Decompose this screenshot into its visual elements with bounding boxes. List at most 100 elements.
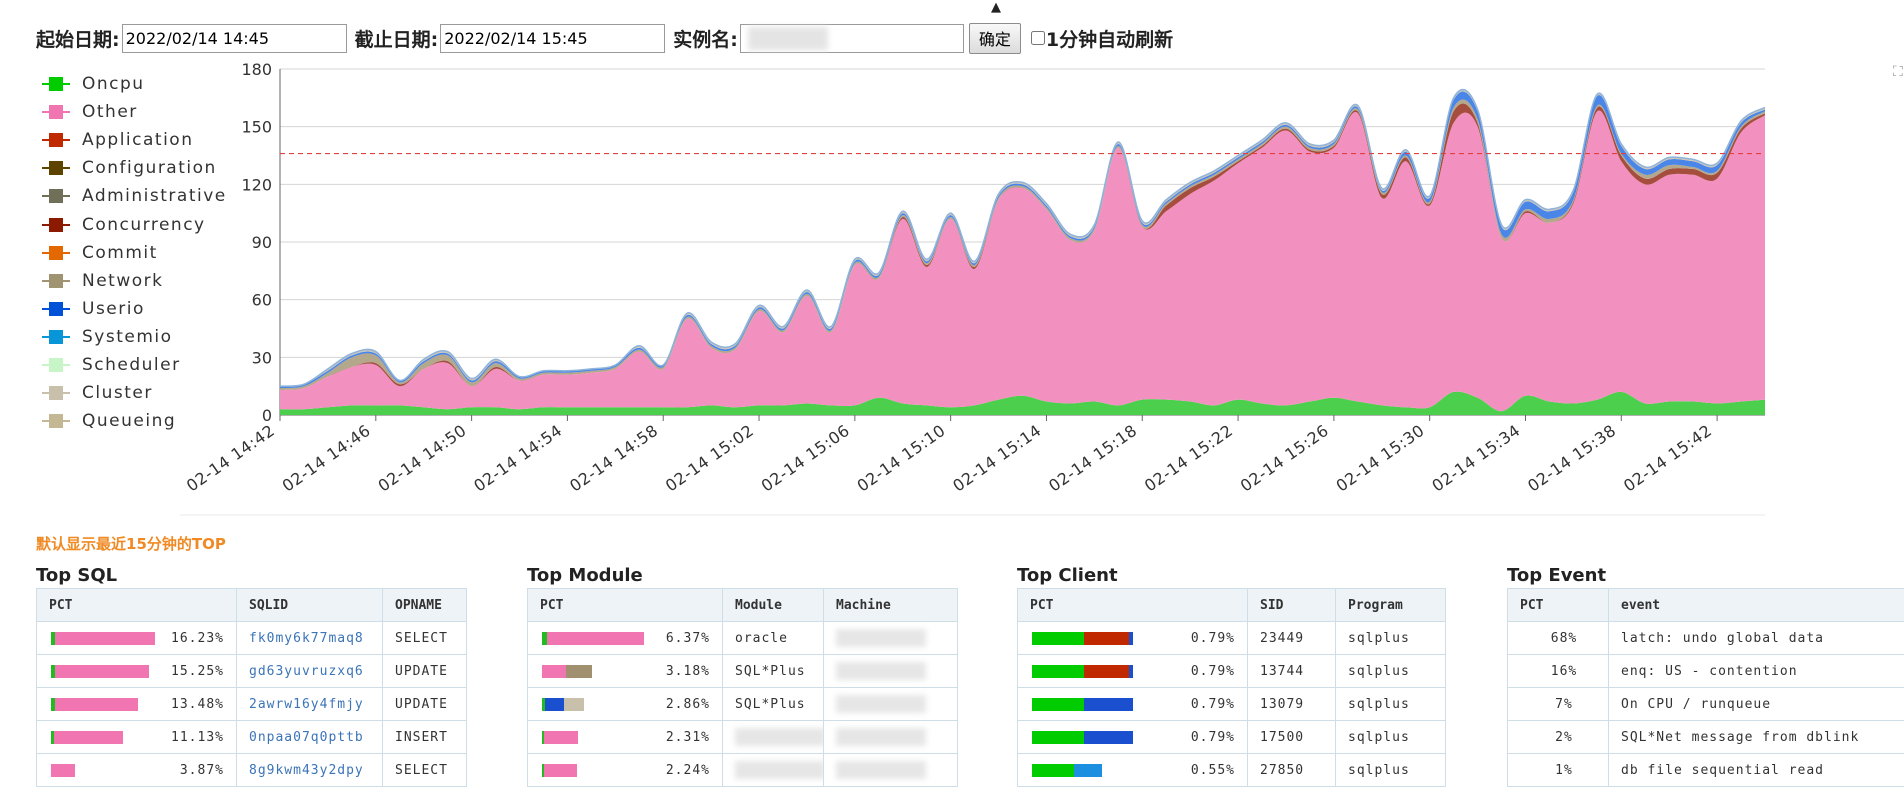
table-row[interactable]: 16.23% fk0my6k77maq8 SELECT: [36, 621, 467, 655]
table-row[interactable]: 68% latch: undo global data: [1507, 621, 1904, 655]
event-cell: On CPU / runqueue: [1608, 687, 1904, 721]
pct-bar: [51, 632, 155, 645]
event-cell-text: db file sequential read: [1621, 762, 1825, 778]
auto-refresh-checkbox[interactable]: [1030, 31, 1045, 45]
legend-item[interactable]: Cluster: [42, 379, 227, 407]
legend-item[interactable]: Network: [42, 267, 227, 295]
sqlid-cell-text[interactable]: 8g9kwm43y2dpy: [249, 762, 364, 778]
col-header-pct: PCT: [1507, 588, 1609, 622]
x-tick-label: 02-14 14:54: [470, 421, 565, 496]
legend-item[interactable]: Configuration: [42, 154, 227, 182]
pct-value: 16.23%: [171, 631, 224, 646]
legend-item[interactable]: Administrative: [42, 182, 227, 210]
machine-cell: [823, 720, 958, 754]
table-row[interactable]: 2% SQL*Net message from dblink: [1507, 720, 1904, 754]
legend-item[interactable]: Scheduler: [42, 351, 227, 379]
sid-cell-text: 17500: [1260, 729, 1305, 745]
machine-cell: [823, 654, 958, 688]
col-header-pct: PCT: [1017, 588, 1248, 622]
table-row[interactable]: 0.79% 13744 sqlplus: [1017, 654, 1446, 688]
table-header-row: PCT event: [1507, 588, 1904, 622]
start-date-input[interactable]: [121, 23, 347, 53]
legend-swatch: [42, 329, 70, 344]
machine-cell: [823, 687, 958, 721]
instance-field-wrap: [739, 23, 964, 53]
y-tick-label: 120: [241, 175, 272, 194]
legend-item[interactable]: Oncpu: [42, 70, 227, 98]
sqlid-cell-text[interactable]: 2awrw16y4fmjy: [249, 696, 364, 712]
legend-swatch: [42, 386, 70, 401]
program-cell-text: sqlplus: [1348, 729, 1410, 745]
pct-cell: 6.37%: [527, 621, 723, 655]
sqlid-cell-text[interactable]: gd63yuvruzxq6: [249, 663, 364, 679]
area-series-oncpu: [280, 391, 1765, 415]
module-cell-text: SQL*Plus: [735, 696, 806, 712]
legend-label: Other: [82, 102, 138, 123]
table-row[interactable]: 1% db file sequential read: [1507, 753, 1904, 787]
col-header-opname: OPNAME: [382, 588, 467, 622]
table-row[interactable]: 2.24%: [527, 753, 958, 787]
table-row[interactable]: 16% enq: US - contention: [1507, 654, 1904, 688]
col-header-sid: SID: [1247, 588, 1336, 622]
legend-swatch: [42, 414, 70, 429]
program-cell-text: sqlplus: [1348, 762, 1410, 778]
legend-label: Network: [82, 270, 164, 291]
table-row[interactable]: 15.25% gd63yuvruzxq6 UPDATE: [36, 654, 467, 688]
legend-item[interactable]: Systemio: [42, 323, 227, 351]
sqlid-cell[interactable]: 8g9kwm43y2dpy: [236, 753, 383, 787]
x-tick-label: 02-14 14:58: [566, 421, 661, 496]
pct-bar: [51, 731, 123, 744]
sqlid-cell[interactable]: 0npaa07q0pttb: [236, 720, 383, 754]
pct-cell: 16%: [1507, 654, 1609, 688]
sqlid-cell[interactable]: gd63yuvruzxq6: [236, 654, 383, 688]
legend-item[interactable]: Other: [42, 98, 227, 126]
table-row[interactable]: 3.87% 8g9kwm43y2dpy SELECT: [36, 753, 467, 787]
opname-cell-text: SELECT: [395, 630, 448, 646]
top-client-title: Top Client: [1017, 565, 1118, 586]
confirm-button[interactable]: 确定: [968, 22, 1021, 54]
fullscreen-icon[interactable]: ⛶: [1893, 64, 1903, 80]
table-row[interactable]: 7% On CPU / runqueue: [1507, 687, 1904, 721]
legend-item[interactable]: Queueing: [42, 407, 227, 435]
sqlid-cell-text[interactable]: 0npaa07q0pttb: [249, 729, 364, 745]
top-event-panel: Top Event PCT event 68% latch: undo globa…: [1507, 564, 1904, 787]
area-top-outline: [279, 88, 1766, 387]
event-cell: db file sequential read: [1608, 753, 1904, 787]
table-row[interactable]: 2.86% SQL*Plus: [527, 687, 958, 721]
auto-refresh-label[interactable]: 1分钟自动刷新: [1045, 28, 1174, 51]
caret-up-icon[interactable]: ▲: [991, 0, 1001, 15]
legend-item[interactable]: Userio: [42, 295, 227, 323]
end-date-input[interactable]: [440, 23, 666, 53]
table-row[interactable]: 2.31%: [527, 720, 958, 754]
legend-label: Commit: [82, 242, 158, 263]
redacted-area: [747, 26, 828, 50]
x-tick-label: 02-14 15:38: [1524, 421, 1619, 496]
top-event-title: Top Event: [1507, 565, 1607, 586]
col-header-machine: Machine: [823, 588, 958, 622]
program-cell-text: sqlplus: [1348, 630, 1410, 646]
sid-cell-text: 23449: [1260, 630, 1305, 646]
legend-item[interactable]: Application: [42, 126, 227, 154]
program-cell: sqlplus: [1335, 687, 1446, 721]
table-row[interactable]: 3.18% SQL*Plus: [527, 654, 958, 688]
pct-cell: 0.79%: [1017, 654, 1248, 688]
table-row[interactable]: 0.79% 17500 sqlplus: [1017, 720, 1446, 754]
legend-item[interactable]: Concurrency: [42, 210, 227, 238]
opname-cell-text: INSERT: [395, 729, 448, 745]
col-header-module: Module: [722, 588, 824, 622]
redacted-value: [836, 662, 926, 680]
table-row[interactable]: 6.37% oracle: [527, 621, 958, 655]
table-row[interactable]: 13.48% 2awrw16y4fmjy UPDATE: [36, 687, 467, 721]
table-row[interactable]: 0.79% 23449 sqlplus: [1017, 621, 1446, 655]
legend-item[interactable]: Commit: [42, 239, 227, 267]
sqlid-cell-text[interactable]: fk0my6k77maq8: [249, 630, 364, 646]
legend-swatch: [42, 357, 70, 372]
opname-cell: UPDATE: [382, 654, 467, 688]
table-row[interactable]: 11.13% 0npaa07q0pttb INSERT: [36, 720, 467, 754]
table-row[interactable]: 0.79% 13079 sqlplus: [1017, 687, 1446, 721]
table-row[interactable]: 0.55% 27850 sqlplus: [1017, 753, 1446, 787]
sqlid-cell[interactable]: 2awrw16y4fmjy: [236, 687, 383, 721]
legend-swatch: [42, 301, 70, 316]
sqlid-cell[interactable]: fk0my6k77maq8: [236, 621, 383, 655]
